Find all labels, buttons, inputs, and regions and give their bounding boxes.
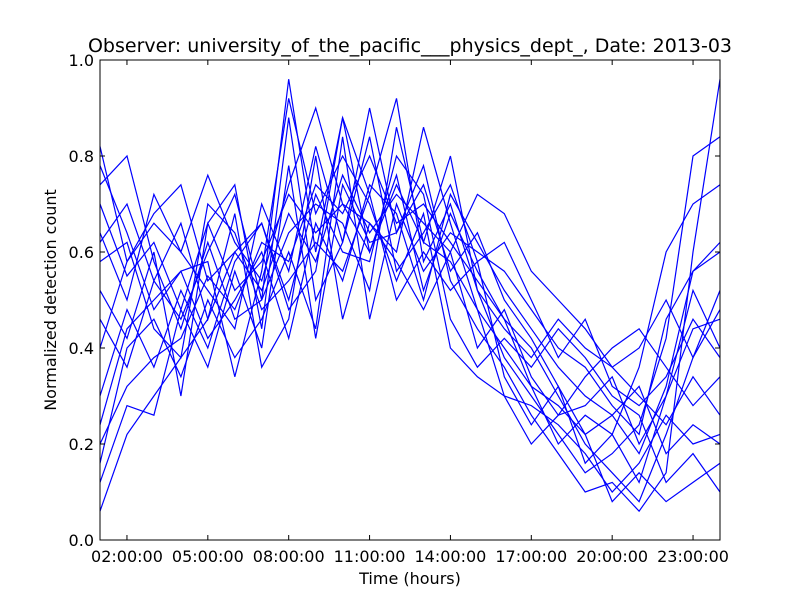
series-line-7 bbox=[99, 117, 721, 484]
x-tick-label-7: 20:00:00 bbox=[576, 547, 648, 566]
series-line-16 bbox=[99, 117, 721, 446]
x-tick-label-4: 11:00:00 bbox=[334, 547, 406, 566]
x-tick-label-6: 17:00:00 bbox=[495, 547, 567, 566]
y-axis-label: Normalized detection count bbox=[41, 189, 60, 411]
series-line-12 bbox=[99, 165, 721, 503]
series-line-10 bbox=[99, 136, 721, 464]
x-tick-label-2: 05:00:00 bbox=[172, 547, 244, 566]
y-tick-label-2: 0.2 bbox=[69, 435, 94, 454]
x-axis-label: Time (hours) bbox=[358, 569, 461, 588]
series-line-8 bbox=[99, 154, 721, 493]
series-line-11 bbox=[99, 127, 721, 368]
y-tick-label-3: 0.4 bbox=[69, 339, 94, 358]
ticks-layer: 02:00:00 05:00:00 08:00:00 11:00:00 14:00:00… bbox=[69, 51, 729, 566]
plot-area bbox=[100, 60, 720, 540]
chart-title: Observer: university_of_the_pacific___ph… bbox=[88, 35, 732, 57]
series-line-2 bbox=[99, 154, 721, 503]
series-layer bbox=[99, 79, 721, 513]
series-line-9 bbox=[99, 106, 721, 446]
y-tick-label-5: 0.8 bbox=[69, 147, 94, 166]
x-tick-label-5: 14:00:00 bbox=[415, 547, 487, 566]
plot-frame bbox=[99, 59, 721, 541]
series-line-14 bbox=[99, 155, 721, 426]
y-tick-label-1: 0.0 bbox=[69, 531, 94, 550]
y-tick-label-4: 0.6 bbox=[69, 243, 94, 262]
x-tick-label-3: 08:00:00 bbox=[253, 547, 325, 566]
x-tick-label-8: 23:00:00 bbox=[657, 547, 729, 566]
x-tick-label-1: 02:00:00 bbox=[91, 547, 163, 566]
y-tick-label-6: 1.0 bbox=[69, 51, 94, 70]
series-line-13 bbox=[99, 192, 721, 407]
